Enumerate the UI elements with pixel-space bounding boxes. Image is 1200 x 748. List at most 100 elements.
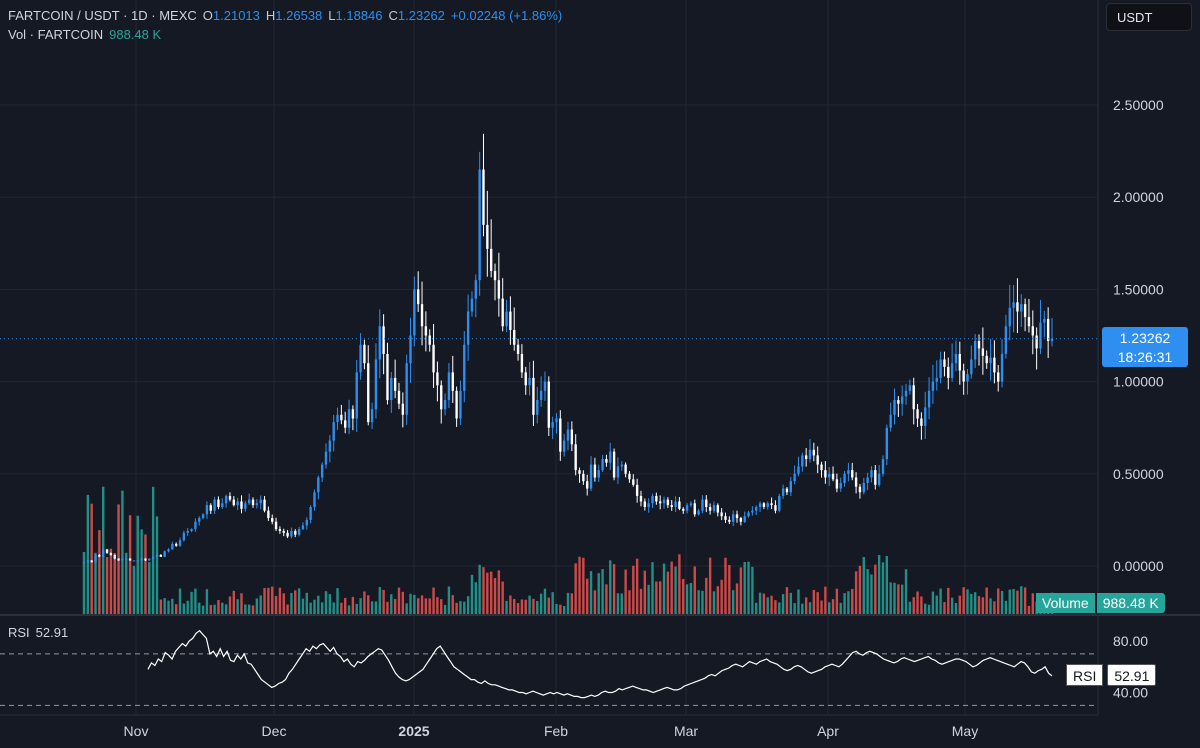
volume-bar	[570, 593, 574, 614]
volume-bar	[401, 591, 405, 614]
candle-body	[866, 477, 869, 484]
candle-body	[774, 505, 777, 511]
candle-body	[954, 353, 958, 364]
volume-bar	[255, 598, 259, 614]
candle-body	[132, 560, 136, 562]
candle-body	[447, 372, 451, 401]
candle-body	[105, 549, 109, 554]
volume-bar	[155, 516, 159, 614]
candle-body	[1020, 304, 1023, 312]
candle-body	[466, 311, 470, 345]
low-value: 1.18846	[335, 8, 383, 23]
candle-body	[102, 549, 105, 557]
volume-bar	[816, 592, 819, 614]
candle-body	[486, 224, 489, 249]
volume-bar	[128, 515, 132, 614]
candle-body	[635, 484, 639, 496]
volume-bar	[251, 605, 255, 614]
volume-bar	[86, 494, 90, 614]
candle-body	[363, 344, 366, 364]
volume-bar	[240, 593, 243, 614]
candle-body	[267, 510, 270, 519]
volume-bar	[582, 557, 585, 614]
candle-body	[628, 473, 631, 480]
volume-bar	[90, 503, 93, 614]
volume-bar	[201, 605, 205, 614]
candle-body	[117, 558, 120, 561]
candle-body	[962, 370, 965, 382]
volume-bar	[1027, 605, 1031, 614]
volume-legend: Vol · FARTCOIN 988.48 K	[8, 27, 161, 42]
candle-body	[597, 470, 600, 478]
volume-bar	[708, 557, 712, 614]
volume-bar	[1031, 593, 1034, 614]
volume-bar	[624, 569, 627, 614]
candle-body	[586, 481, 589, 489]
volume-bar	[762, 593, 766, 614]
time-tick-label: Apr	[817, 723, 839, 739]
volume-bar	[755, 602, 758, 614]
volume-bar	[432, 587, 435, 614]
candle-body	[532, 377, 535, 415]
rsi-legend-label[interactable]: RSI	[8, 625, 30, 640]
change-value: +0.02248 (+1.86%)	[450, 8, 563, 23]
candle-body	[977, 341, 981, 349]
volume-bar	[647, 584, 650, 614]
candle-body	[620, 464, 623, 467]
symbol-label[interactable]: FARTCOIN / USDT · 1D · MEXC	[8, 8, 197, 23]
candle-body	[443, 400, 447, 410]
volume-bar	[340, 602, 343, 614]
volume-bar	[1020, 586, 1023, 614]
candle-body	[589, 464, 593, 489]
volume-bar	[413, 594, 416, 614]
candle-body	[551, 422, 554, 428]
candle-body	[678, 501, 681, 509]
candle-body	[451, 372, 454, 391]
candle-body	[255, 503, 259, 506]
volume-bar	[578, 556, 581, 614]
volume-bar	[493, 578, 497, 614]
volume-bar	[416, 598, 420, 614]
volume-bar	[820, 600, 823, 614]
candle-body	[228, 495, 232, 500]
candle-body	[804, 455, 808, 460]
volume-bar	[194, 588, 197, 614]
candle-body	[516, 344, 520, 354]
volume-bar	[524, 599, 527, 614]
candle-body	[835, 479, 839, 489]
volume-bar	[121, 490, 124, 614]
volume-bar	[532, 598, 535, 614]
volume-bar	[470, 574, 474, 614]
volume-bar	[320, 602, 324, 614]
volume-bar	[685, 584, 689, 614]
volume-bar	[751, 566, 754, 614]
candle-body	[378, 326, 381, 360]
candle-body	[259, 499, 262, 504]
candle-body	[812, 449, 816, 456]
candle-body	[205, 505, 209, 515]
volume-bar	[943, 602, 946, 614]
candle-body	[708, 506, 712, 511]
volume-bar	[536, 600, 539, 614]
candle-body	[524, 372, 527, 386]
candle-body	[513, 329, 516, 345]
volume-bar	[501, 581, 504, 614]
volume-bar	[804, 597, 808, 614]
candle-body	[98, 554, 101, 557]
volume-bar	[747, 561, 750, 614]
volume-legend-label[interactable]: Vol · FARTCOIN	[8, 27, 104, 42]
candle-body	[155, 554, 159, 557]
volume-bar	[966, 589, 969, 614]
candle-body	[1039, 322, 1042, 349]
candle-body	[309, 506, 312, 520]
currency-unit-button[interactable]: USDT	[1106, 3, 1192, 31]
candle-body	[493, 270, 497, 281]
candle-body	[724, 516, 727, 520]
candle-body	[159, 554, 163, 557]
volume-bar	[489, 571, 493, 614]
candle-body	[851, 470, 854, 478]
candle-body	[555, 418, 558, 423]
candle-body	[728, 519, 731, 522]
volume-bar	[151, 486, 155, 614]
